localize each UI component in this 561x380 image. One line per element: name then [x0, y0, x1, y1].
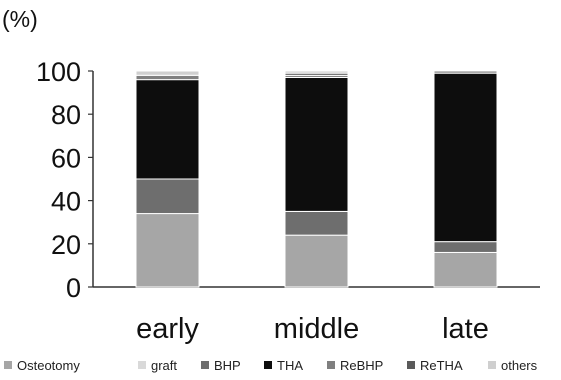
y-tick-label: 100 [36, 57, 81, 87]
legend-swatch [407, 361, 415, 369]
legend-label: ReTHA [420, 358, 463, 373]
legend-label: others [501, 358, 538, 373]
bar-stack-early [135, 70, 200, 288]
legend-swatch [201, 361, 209, 369]
bar-segment-osteotomy [433, 251, 498, 288]
bar-segment-rebhp [433, 70, 498, 74]
category-label: middle [274, 313, 359, 345]
legend-item-graft: graft [138, 358, 177, 373]
category-labels: early middle late [136, 313, 489, 345]
y-tick-label: 60 [51, 143, 81, 173]
bar-segment-tha [433, 72, 498, 243]
legend-item-tha: THA [264, 358, 303, 373]
bar-segment-osteotomy [284, 234, 349, 288]
bar-segment-bhp [284, 210, 349, 236]
legend-swatch [138, 361, 146, 369]
legend-swatch [4, 361, 12, 369]
bar-segment-others [135, 70, 200, 76]
bar-segment-others [284, 70, 349, 74]
legend-label: BHP [214, 358, 241, 373]
bar-stack-late [433, 70, 498, 288]
legend-swatch [488, 361, 496, 369]
bar-stacks [135, 70, 498, 288]
y-tick-label: 0 [66, 273, 81, 303]
bar-segment-bhp [135, 178, 200, 215]
legend: Osteotomy graft BHP THA ReBHP ReTHA others [4, 358, 538, 373]
legend-swatch [327, 361, 335, 369]
legend-item-retha: ReTHA [407, 358, 463, 373]
legend-label: graft [151, 358, 177, 373]
legend-item-osteotomy: Osteotomy [4, 358, 80, 373]
y-axis-ticks: 0 20 40 60 80 100 [36, 57, 93, 303]
bar-segment-rebhp [135, 74, 200, 81]
y-tick-label: 40 [51, 187, 81, 217]
category-label: early [136, 313, 199, 345]
category-label: late [442, 313, 489, 345]
bar-segment-tha [284, 76, 349, 212]
y-tick-label: 20 [51, 230, 81, 260]
legend-item-bhp: BHP [201, 358, 241, 373]
y-axis-unit-label: (%) [2, 6, 38, 32]
legend-label: ReBHP [340, 358, 383, 373]
legend-swatch [264, 361, 272, 369]
legend-label: THA [277, 358, 303, 373]
legend-item-rebhp: ReBHP [327, 358, 383, 373]
bar-segment-tha [135, 79, 200, 180]
bar-segment-osteotomy [135, 213, 200, 288]
legend-label: Osteotomy [17, 358, 80, 373]
bar-stack-middle [284, 70, 349, 288]
legend-item-others: others [488, 358, 538, 373]
bar-segment-bhp [433, 241, 498, 253]
y-tick-label: 80 [51, 100, 81, 130]
